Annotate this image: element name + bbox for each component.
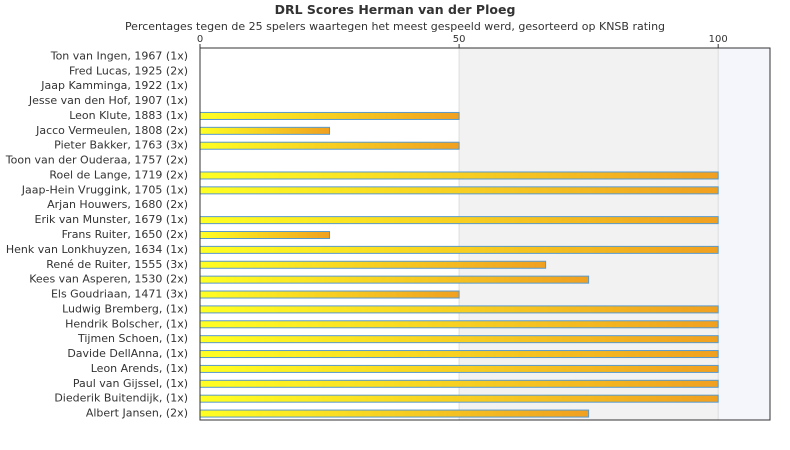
chart-subtitle: Percentages tegen de 25 spelers waartege… [124,20,666,33]
bar [199,350,719,359]
bar [199,171,719,180]
category-label: Tijmen Schoen, (1x) [77,332,188,345]
bar [199,335,719,344]
bar [199,275,590,284]
bar [199,126,331,135]
category-label: Pieter Bakker, 1763 (3x) [54,139,188,152]
category-label: Jacco Vermeulen, 1808 (2x) [35,124,188,137]
bar [199,186,719,195]
category-label: Leon Klute, 1883 (1x) [69,109,188,122]
plot-frame [199,47,771,421]
bar [199,231,331,239]
category-label: Toon van der Ouderaa, 1757 (2x) [5,154,188,167]
category-label: Kees van Asperen, 1530 (2x) [29,273,188,286]
category-label: Ton van Ingen, 1967 (1x) [50,49,188,62]
bar [199,364,719,373]
plot-band-right [718,48,770,420]
bar [199,409,590,418]
bar [199,394,719,403]
bar [199,141,460,150]
category-label: Jaap-Hein Vruggink, 1705 (1x) [21,183,188,196]
category-label: Fred Lucas, 1925 (2x) [69,64,188,77]
category-label: Diederik Buitendijk, (1x) [54,392,188,405]
category-label: Els Goudriaan, 1471 (3x) [51,288,188,301]
bar [199,260,547,269]
x-tick-label: 50 [453,34,466,45]
category-label: Arjan Houwers, 1680 (2x) [47,198,188,211]
category-label: Paul van Gijssel, (1x) [73,377,188,390]
bar [199,111,460,120]
x-tick-label: 100 [709,34,728,45]
category-label: Albert Jansen, (2x) [86,407,188,420]
category-label: René de Ruiter, 1555 (3x) [46,258,188,271]
category-label: Roel de Lange, 1719 (2x) [49,168,188,181]
chart-title: DRL Scores Herman van der Ploeg [274,2,516,17]
plot-band-mid [459,48,719,420]
bar [199,245,719,254]
category-label: Jesse van den Hof, 1907 (1x) [28,94,188,107]
category-label: Henk van Lonkhuyzen, 1634 (1x) [6,243,188,256]
category-label: Hendrik Bolscher, (1x) [65,317,188,330]
bar [199,320,719,329]
category-label: Leon Arends, (1x) [91,362,188,375]
bar [199,305,719,314]
category-label: Frans Ruiter, 1650 (2x) [62,228,188,241]
x-tick-label: 0 [197,34,203,45]
bar [199,290,460,299]
bar [199,216,719,225]
bar [199,379,719,388]
category-label: Erik van Munster, 1679 (1x) [35,213,188,226]
category-label: Jaap Kamminga, 1922 (1x) [40,79,188,92]
category-label: Davide DellAnna, (1x) [67,347,188,360]
category-label: Ludwig Bremberg, (1x) [62,302,188,315]
